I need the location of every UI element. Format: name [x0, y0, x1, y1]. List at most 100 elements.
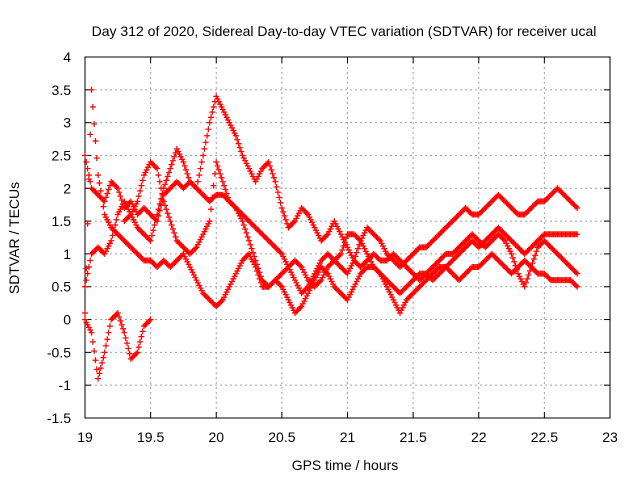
data-point — [353, 278, 360, 285]
data-point — [156, 201, 163, 208]
data-point — [167, 264, 174, 271]
data-point — [571, 202, 578, 209]
x-axis-label: GPS time / hours — [292, 457, 399, 473]
data-point — [278, 204, 285, 211]
data-point — [256, 228, 263, 235]
data-point — [481, 206, 487, 213]
data-point — [361, 229, 368, 236]
data-point — [138, 228, 145, 235]
data-point — [348, 252, 355, 259]
data-point — [360, 232, 367, 239]
data-point — [302, 295, 309, 302]
data-point — [406, 281, 413, 288]
data-point — [209, 194, 216, 201]
data-point — [127, 355, 134, 362]
data-point — [151, 261, 158, 268]
data-point — [163, 189, 170, 196]
data-point — [336, 228, 343, 235]
data-point — [85, 324, 92, 331]
data-point — [240, 256, 247, 263]
data-point — [273, 278, 280, 285]
data-point — [198, 190, 205, 197]
data-point — [122, 334, 129, 341]
data-point — [218, 103, 225, 110]
data-point — [369, 229, 376, 236]
grid — [85, 57, 610, 418]
data-point — [112, 312, 119, 319]
data-point — [471, 240, 478, 247]
data-point — [282, 216, 289, 223]
data-point — [252, 178, 259, 185]
data-point — [357, 237, 364, 244]
data-point — [83, 265, 90, 272]
data-point — [395, 256, 402, 263]
data-point — [555, 252, 562, 259]
data-point — [546, 275, 553, 282]
data-point — [331, 218, 338, 225]
data-point — [100, 249, 107, 256]
data-point — [352, 281, 359, 288]
data-point — [158, 195, 165, 202]
data-point — [495, 224, 502, 231]
data-point — [511, 207, 518, 214]
data-point — [259, 231, 266, 238]
data-point — [425, 241, 432, 248]
data-point — [428, 239, 435, 246]
data-point — [108, 237, 115, 244]
data-point — [558, 189, 565, 196]
data-point — [435, 271, 442, 278]
data-point — [504, 201, 511, 208]
data-point — [84, 270, 91, 277]
data-point — [516, 273, 523, 280]
data-point — [571, 267, 578, 274]
data-point — [355, 245, 361, 252]
data-point — [95, 244, 102, 251]
data-point — [164, 187, 171, 194]
data-point — [100, 354, 107, 361]
data-point — [542, 239, 549, 246]
data-point — [145, 235, 151, 242]
data-point — [250, 249, 256, 256]
data-point — [523, 279, 529, 286]
data-point — [172, 233, 179, 240]
data-point — [106, 240, 113, 247]
data-point — [328, 278, 335, 285]
data-point — [180, 250, 187, 257]
data-point — [116, 189, 123, 196]
data-point — [264, 160, 271, 167]
data-point — [322, 267, 329, 274]
data-point — [484, 254, 491, 261]
data-point — [327, 253, 334, 260]
data-point — [126, 243, 133, 250]
data-point — [208, 197, 214, 204]
data-point — [404, 295, 411, 302]
data-point — [461, 271, 468, 278]
data-point — [297, 262, 304, 269]
data-point — [435, 265, 442, 272]
data-point — [339, 233, 346, 240]
data-point — [198, 233, 205, 240]
data-point — [332, 256, 339, 263]
data-point — [491, 228, 498, 235]
data-point — [194, 241, 201, 248]
data-point — [109, 232, 116, 239]
data-point — [168, 222, 175, 229]
data-point — [219, 106, 226, 113]
data-point — [133, 222, 140, 229]
data-point — [521, 250, 528, 257]
data-point — [348, 288, 355, 295]
data-point — [295, 306, 302, 313]
data-point — [177, 241, 184, 248]
data-point — [184, 248, 191, 255]
data-point — [196, 187, 203, 194]
data-point — [361, 245, 368, 252]
data-point — [521, 283, 528, 290]
data-point — [462, 244, 469, 251]
data-point — [104, 216, 111, 223]
data-point — [124, 215, 130, 222]
data-point — [482, 204, 489, 211]
data-point — [124, 203, 130, 210]
data-point — [397, 264, 403, 271]
data-point — [121, 237, 128, 244]
